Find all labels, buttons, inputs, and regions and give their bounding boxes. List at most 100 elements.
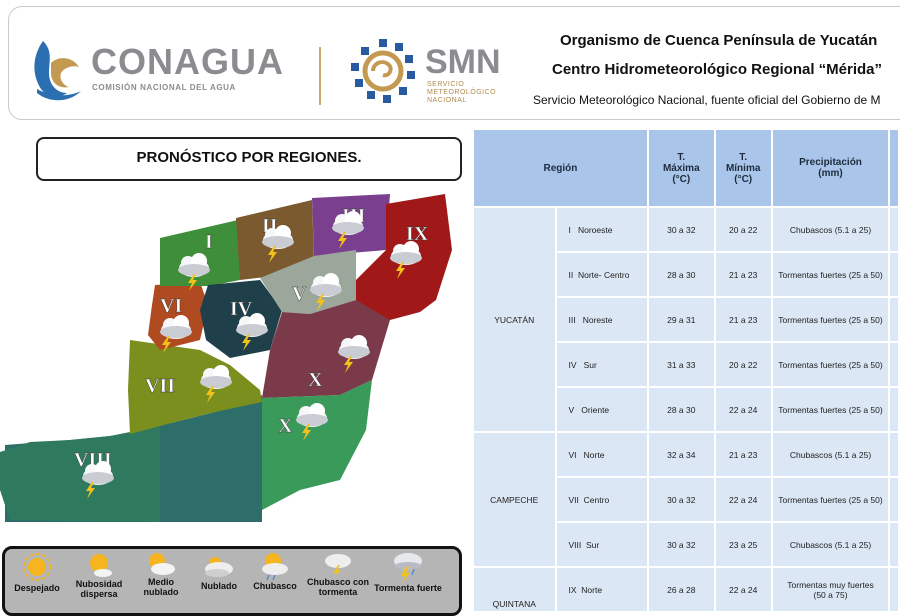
tmin-value: 21 a 23 [713,296,773,343]
precip-value: Tormentas muy fuertes (50 a 75) [770,566,891,613]
tmin-value: 22 a 24 [713,476,773,523]
region-name: VIII Sur [554,521,649,568]
table-row: QUINTANA IX Norte 26 a 28 22 a 24 Tormen… [472,566,900,613]
legend-item-tormenta-fuerte: Tormenta fuerte [371,551,445,593]
extra-cell [888,341,900,388]
map-label-x: X [308,369,323,391]
tmin-value: 20 a 22 [713,341,773,388]
conagua-wordmark: CONAGUA [91,41,284,82]
table-row: CAMPECHE VI Norte 32 a 34 21 a 23 Chubas… [472,431,900,568]
map-region-vii [128,340,262,434]
map-region-viii [0,426,160,522]
shower-icon [262,553,288,581]
tmax-value: 30 a 32 [646,476,716,523]
cloudy-icon [205,557,233,577]
region-name: VII Centro [554,476,649,523]
table-row: II Norte- Centro 28 a 30 21 a 23 Torment… [473,251,900,298]
legend-item-chubasco: Chubasco [245,551,305,591]
map-title: PRONÓSTICO POR REGIONES. [136,149,362,166]
precip-value: Tormentas fuertes (25 a 50) [770,476,891,523]
smn-emblem-icon [351,39,415,103]
tmax-value: 32 a 34 [646,431,716,478]
header-region: Región [472,128,649,208]
conagua-emblem-icon [34,41,81,101]
map-region-xi [262,380,372,510]
table-row: IV Sur 31 a 33 20 a 22 Tormentas fuertes… [473,341,900,388]
extra-cell [888,431,900,478]
map-label-xi: X [278,415,293,437]
extra-cell [888,521,900,568]
extra-cell [888,206,900,253]
conagua-logo: CONAGUA COMISIÓN NACIONAL DEL AGUA [29,33,299,105]
map-label-iv: IV [230,298,253,320]
region-name: III Noreste [554,296,649,343]
sun-cloud-small-icon [90,554,112,577]
tmax-value: 31 a 33 [646,341,716,388]
precip-value: Chubascos (5.1 a 25) [770,431,891,478]
legend-item-nublado: Nublado [189,551,249,591]
shower-storm-icon [325,554,351,577]
peninsula-region-map: I II III IV V VI VII VIII IX X X [0,194,452,522]
tmax-value: 29 a 31 [646,296,716,343]
precip-value: Chubascos (5.1 a 25) [770,206,891,253]
strong-storm-icon [394,553,422,583]
partly-cloudy-icon [149,553,175,575]
weather-legend: Despejado Nubosidad dispersa Medio nubla… [2,546,462,616]
tmax-value: 30 a 32 [646,521,716,568]
map-region-v [260,250,356,314]
map-label-i: I [205,231,213,253]
extra-cell [888,476,900,523]
legend-item-despejado: Despejado [7,551,67,593]
extra-cell [888,566,900,613]
smn-subtitle: SERVICIO METEOROLÓGICO NACIONAL [427,81,497,104]
header-precip: Precipitación (mm) [770,128,891,208]
table-row: YUCATÁN I Noroeste 30 a 32 20 a 22 Chuba… [472,206,900,433]
region-name: I Noroeste [554,206,649,253]
table-row: VII Centro 30 a 32 22 a 24 Tormentas fue… [473,476,900,523]
precip-value: Tormentas fuertes (25 a 50) [770,251,891,298]
sun-icon [23,553,51,581]
map-label-v: V [292,283,307,305]
center-title: Centro Hidrometeorológico Regional “Méri… [552,61,883,78]
header-banner: CONAGUA COMISIÓN NACIONAL DEL AGUA SMN S… [8,6,900,120]
map-region-x [262,300,390,398]
smn-logo: SMN SERVICIO METEOROLÓGICO NACIONAL [349,37,529,107]
map-label-ix: IX [406,223,429,245]
table-row: VIII Sur 30 a 32 23 a 25 Chubascos (5.1 … [473,521,900,568]
legend-item-nubosidad-dispersa: Nubosidad dispersa [69,551,129,599]
tmax-value: 26 a 28 [646,566,716,613]
precip-value: Tormentas fuertes (25 a 50) [770,386,891,433]
legend-item-chubasco-con-tormenta: Chubasco con tormenta [305,551,371,597]
header-tmax: T. Máxima (°C) [646,128,716,208]
region-name: IV Sur [554,341,649,388]
tmax-value: 28 a 30 [646,386,716,433]
precip-value: Chubascos (5.1 a 25) [770,521,891,568]
tmin-value: 21 a 23 [713,251,773,298]
map-label-vii: VII [145,375,175,397]
state-quintana-roo: QUINTANA [472,566,557,613]
map-label-vi: VI [160,295,182,317]
extra-cell [888,386,900,433]
precip-value: Tormentas fuertes (25 a 50) [770,341,891,388]
precip-value: Tormentas fuertes (25 a 50) [770,296,891,343]
map-title-box: PRONÓSTICO POR REGIONES. [36,137,462,181]
region-name: VI Norte [554,431,649,478]
tmin-value: 23 a 25 [713,521,773,568]
tmin-value: 21 a 23 [713,431,773,478]
official-source-text: Servicio Meteorológico Nacional, fuente … [533,93,881,107]
conagua-subtitle: COMISIÓN NACIONAL DEL AGUA [92,83,236,92]
extra-cell [888,251,900,298]
logo-divider [319,47,321,105]
tmin-value: 22 a 24 [713,386,773,433]
region-name: II Norte- Centro [554,251,649,298]
table-row: III Noreste 29 a 31 21 a 23 Tormentas fu… [473,296,900,343]
state-campeche: CAMPECHE [472,431,557,568]
table-row: V Oriente 28 a 30 22 a 24 Tormentas fuer… [473,386,900,433]
tmin-value: 20 a 22 [713,206,773,253]
tmin-value: 22 a 24 [713,566,773,613]
org-title: Organismo de Cuenca Península de Yucatán [560,32,878,49]
header-tmin: T. Mínima (°C) [713,128,773,208]
extra-cell [888,296,900,343]
state-yucatan: YUCATÁN [472,206,557,433]
tmax-value: 28 a 30 [646,251,716,298]
